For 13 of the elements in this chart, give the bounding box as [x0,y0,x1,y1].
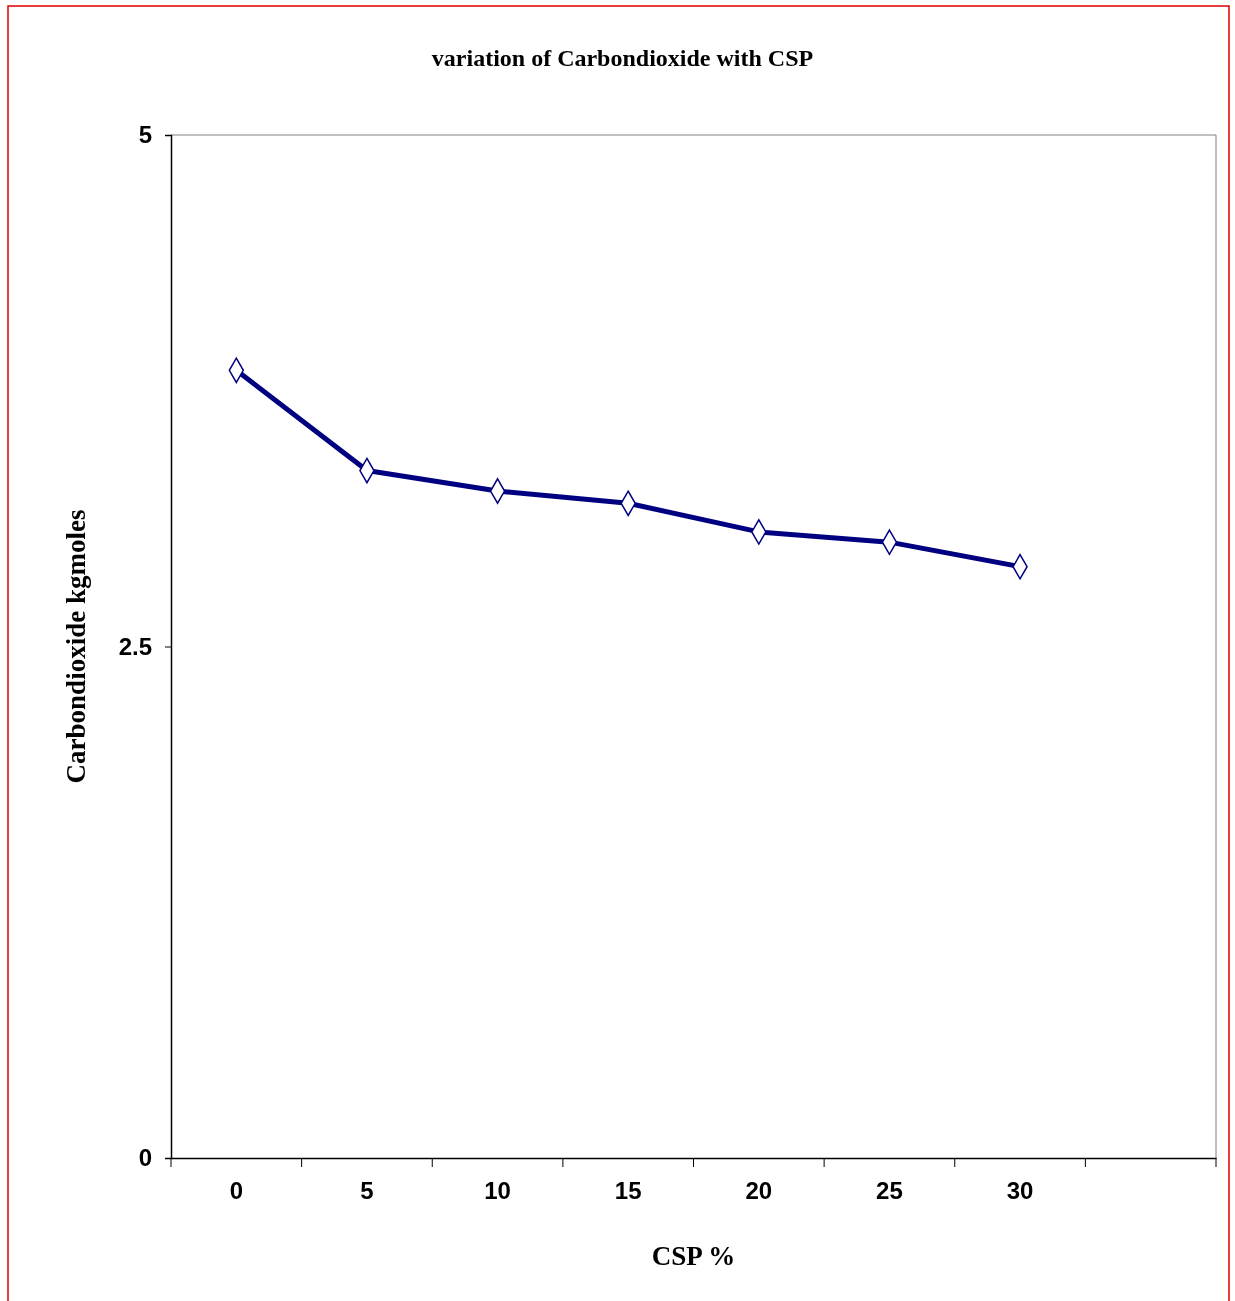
y-tick-label: 5 [138,121,152,149]
x-axis-title: CSP % [651,1241,736,1271]
x-tick-label: 20 [745,1177,773,1204]
x-tick-label: 10 [484,1177,511,1204]
x-tick-label: 5 [360,1177,374,1204]
y-axis-title: Carbondioxide kgmoles [61,509,91,784]
y-tick-label: 2.5 [118,632,152,660]
y-tick-label: 0 [138,1144,152,1172]
x-tick-label: 0 [229,1177,243,1204]
x-tick-label: 30 [1006,1177,1034,1204]
x-tick-label: 25 [876,1177,903,1204]
x-tick-label: 15 [614,1177,642,1204]
chart-title: variation of Carbondioxide with CSP [431,45,814,71]
